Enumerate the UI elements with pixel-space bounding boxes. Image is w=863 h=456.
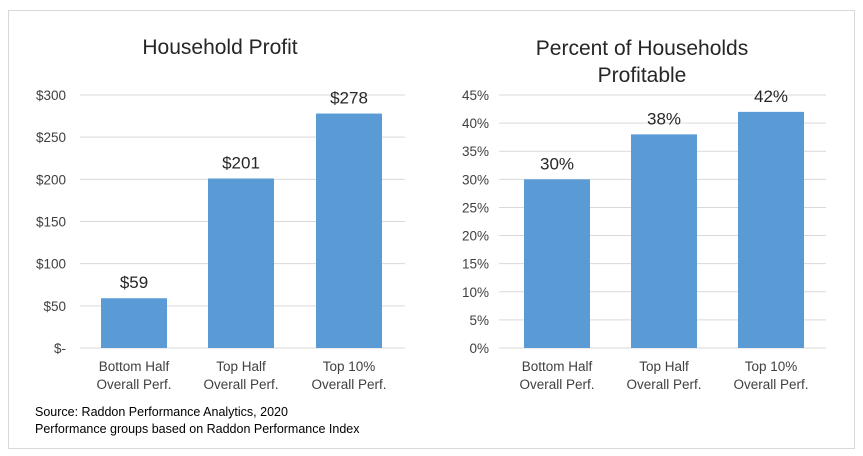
x-category-label-line-2: Overall Perf. — [733, 377, 808, 392]
y-tick-label: 5% — [469, 313, 489, 328]
y-tick-label: 40% — [462, 116, 489, 131]
bar — [316, 113, 382, 348]
data-label: $201 — [222, 153, 260, 172]
y-tick-label: $150 — [36, 215, 66, 230]
data-label: 42% — [754, 87, 788, 106]
chart-title-2-line-1: Percent of Households — [536, 37, 748, 60]
y-tick-label: $200 — [36, 172, 66, 187]
chart-title-1: Household Profit — [142, 36, 297, 59]
y-tick-label: $300 — [36, 88, 66, 103]
bar — [524, 179, 590, 348]
y-tick-label: 10% — [462, 285, 489, 300]
data-label: 30% — [540, 154, 574, 173]
y-tick-label: $- — [54, 341, 66, 356]
x-category-label-line-1: Top Half — [639, 359, 689, 374]
x-category-label-line-1: Top 10% — [323, 359, 376, 374]
bar — [208, 178, 274, 348]
chart-frame — [8, 10, 855, 449]
x-category-label-line-2: Overall Perf. — [203, 377, 278, 392]
x-category-label-line-2: Overall Perf. — [519, 377, 594, 392]
y-tick-label: $100 — [36, 257, 66, 272]
x-category-label-line-1: Bottom Half — [522, 359, 593, 374]
y-tick-label: $50 — [43, 299, 66, 314]
data-label: 38% — [647, 109, 681, 128]
performance-groups-note: Performance groups based on Raddon Perfo… — [35, 422, 360, 436]
chart-title-2-line-2: Profitable — [598, 64, 687, 87]
y-tick-label: 25% — [462, 200, 489, 215]
y-tick-label: 15% — [462, 257, 489, 272]
y-tick-label: 45% — [462, 88, 489, 103]
x-category-label-line-2: Overall Perf. — [96, 377, 171, 392]
bar — [101, 298, 167, 348]
x-category-label-line-1: Top Half — [216, 359, 266, 374]
y-tick-label: 0% — [469, 341, 489, 356]
data-label: $278 — [330, 89, 368, 108]
y-tick-label: 20% — [462, 229, 489, 244]
x-category-label-line-1: Bottom Half — [99, 359, 170, 374]
x-category-label-line-2: Overall Perf. — [311, 377, 386, 392]
x-category-label-line-2: Overall Perf. — [626, 377, 701, 392]
bar — [738, 111, 804, 348]
y-tick-label: 30% — [462, 172, 489, 187]
y-tick-label: $250 — [36, 130, 66, 145]
source-note: Source: Raddon Performance Analytics, 20… — [35, 405, 288, 419]
x-category-label-line-1: Top 10% — [745, 359, 798, 374]
bar — [631, 134, 697, 348]
data-label: $59 — [120, 273, 148, 292]
y-tick-label: 35% — [462, 144, 489, 159]
